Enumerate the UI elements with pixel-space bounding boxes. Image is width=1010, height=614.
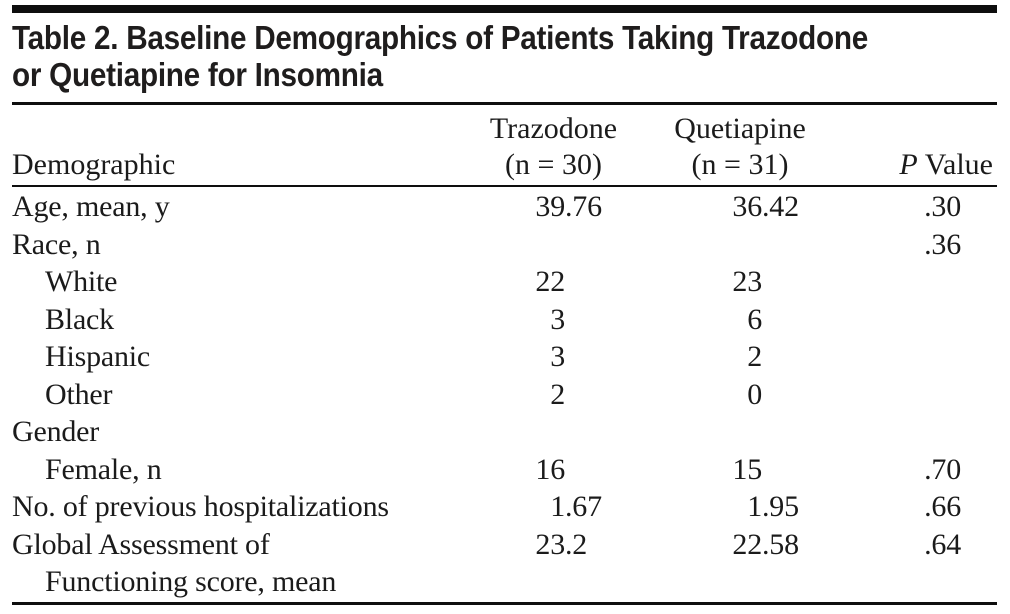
row-label: Functioning score, mean xyxy=(45,565,337,598)
trazodone-value: 39.76 xyxy=(535,190,602,223)
p-value xyxy=(840,338,997,376)
table-row: Gender xyxy=(12,413,997,451)
trazodone-value: 16 xyxy=(535,452,565,486)
quetiapine-value: 36.42 xyxy=(732,190,799,223)
quetiapine-value xyxy=(640,226,840,264)
trazodone-value xyxy=(467,413,640,451)
table-row: Race, n .36 xyxy=(12,226,997,264)
trazodone-value xyxy=(467,226,640,264)
row-label: Age, mean, y xyxy=(12,190,170,223)
trazodone-value: 3 xyxy=(550,302,565,336)
quetiapine-value: 6 xyxy=(747,302,762,336)
quetiapine-name: Quetiapine xyxy=(674,112,806,145)
p-italic: P xyxy=(899,148,918,181)
p-value: .36 xyxy=(924,227,961,261)
table-title-line-2: or Quetiapine for Insomnia xyxy=(12,56,383,93)
column-header-demographic: Demographic xyxy=(12,148,176,181)
row-label: Black xyxy=(45,302,114,336)
row-label: Gender xyxy=(12,415,100,448)
p-value: .64 xyxy=(924,527,961,561)
table-row: Functioning score, mean xyxy=(12,563,997,601)
table-title: Table 2. Baseline Demographics of Patien… xyxy=(12,19,997,93)
table-row: Black 3 6 xyxy=(12,301,997,339)
table-row: Female, n 16 15 .70 xyxy=(12,451,997,489)
table-row: Age, mean, y 39.76 36.42 .30 xyxy=(12,188,997,226)
trazodone-value: 1.67 xyxy=(550,490,602,523)
p-value xyxy=(840,263,997,301)
p-value xyxy=(840,413,997,451)
trazodone-value: 2 xyxy=(550,377,565,411)
p-value: .30 xyxy=(924,190,961,223)
p-value xyxy=(840,563,997,601)
p-value: .70 xyxy=(924,452,961,486)
trazodone-n: (n = 30) xyxy=(505,148,602,181)
trazodone-value xyxy=(467,563,640,601)
row-label: White xyxy=(45,265,118,298)
p-value xyxy=(840,301,997,339)
quetiapine-value: 1.95 xyxy=(747,490,799,523)
table-title-line-1: Table 2. Baseline Demographics of Patien… xyxy=(12,19,869,56)
top-rule-bar xyxy=(12,5,997,13)
table-row: White 22 23 xyxy=(12,263,997,301)
p-rest: Value xyxy=(917,148,993,181)
p-value xyxy=(840,376,997,414)
quetiapine-n: (n = 31) xyxy=(691,148,789,181)
quetiapine-value: 22.58 xyxy=(732,527,799,561)
table-content: Table 2. Baseline Demographics of Patien… xyxy=(12,0,997,605)
bottom-rule xyxy=(12,601,997,605)
quetiapine-value xyxy=(640,563,840,601)
trazodone-name: Trazodone xyxy=(489,112,618,145)
quetiapine-value: 0 xyxy=(747,377,762,411)
table-body: Age, mean, y 39.76 36.42 .30 Race, n .36… xyxy=(12,188,997,601)
row-label: Global Assessment of xyxy=(12,527,270,561)
quetiapine-value xyxy=(640,413,840,451)
header-separator-rule xyxy=(12,185,997,187)
table-row: Global Assessment of 23.2 22.58 .64 xyxy=(12,526,997,564)
column-header-quetiapine: Quetiapine (n = 31) xyxy=(640,111,840,183)
p-value: .66 xyxy=(924,490,961,523)
trazodone-value: 22 xyxy=(535,265,565,298)
table-row: No. of previous hospitalizations 1.67 1.… xyxy=(12,488,997,526)
table-row: Other 2 0 xyxy=(12,376,997,414)
title-separator-rule xyxy=(12,102,997,105)
trazodone-value: 3 xyxy=(550,340,565,373)
table-header-row: Demographic Trazodone (n = 30) Quetiapin… xyxy=(12,111,997,183)
row-label: Other xyxy=(45,377,113,411)
row-label: Race, n xyxy=(12,227,101,261)
column-header-trazodone: Trazodone (n = 30) xyxy=(467,111,640,183)
quetiapine-value: 15 xyxy=(732,452,762,486)
quetiapine-value: 2 xyxy=(747,340,762,373)
column-header-p-value: P Value xyxy=(840,147,997,183)
quetiapine-value: 23 xyxy=(732,265,762,298)
trazodone-value: 23.2 xyxy=(535,527,588,561)
table-row: Hispanic 3 2 xyxy=(12,338,997,376)
row-label: Female, n xyxy=(45,452,162,486)
row-label: Hispanic xyxy=(45,340,151,373)
row-label: No. of previous hospitalizations xyxy=(12,490,389,523)
